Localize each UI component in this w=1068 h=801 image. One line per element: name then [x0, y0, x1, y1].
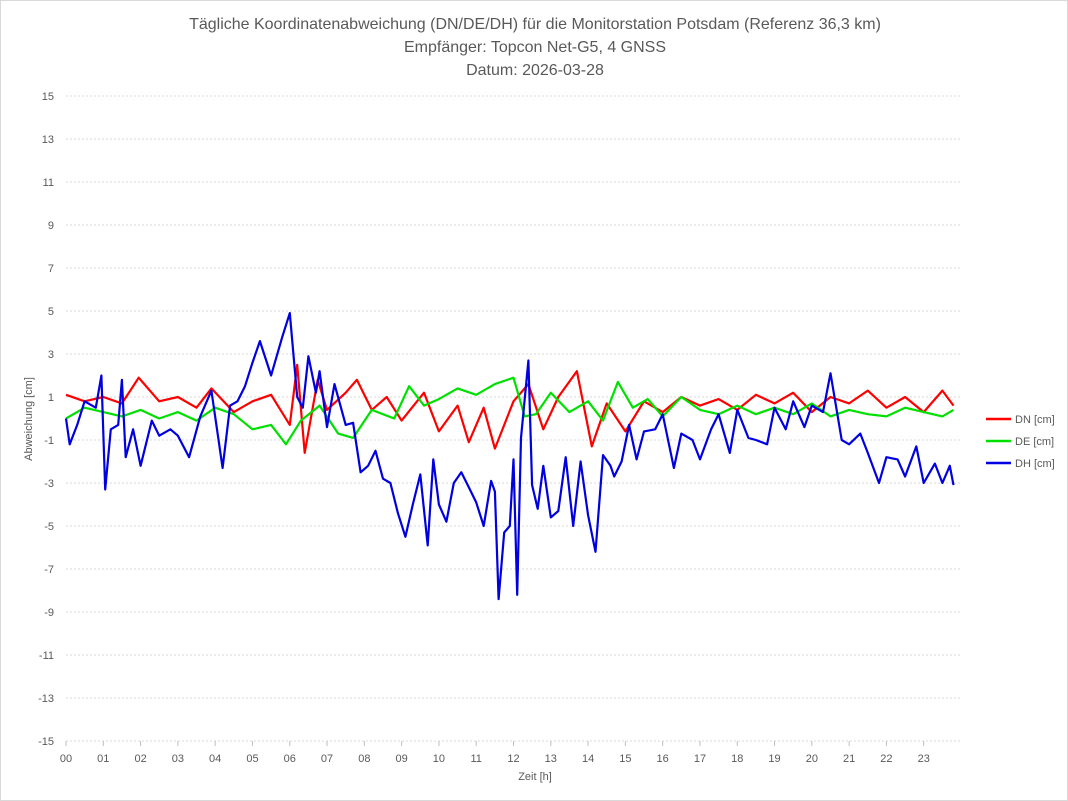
x-tick-label: 06 — [284, 753, 296, 765]
y-tick-label: -9 — [44, 607, 54, 619]
chart-title-line-1: Tägliche Koordinatenabweichung (DN/DE/DH… — [189, 16, 881, 33]
series-line-3 — [64, 312, 955, 601]
legend-label: DN [cm] — [1015, 414, 1055, 426]
x-tick-label: 05 — [246, 753, 258, 765]
y-tick-label: -7 — [44, 564, 54, 576]
legend: DN [cm] DE [cm] DH [cm] — [986, 414, 1055, 470]
x-tick-label: 22 — [880, 753, 892, 765]
y-tick-label: -13 — [38, 693, 54, 705]
legend-label: DE [cm] — [1015, 436, 1054, 448]
x-tick-label: 02 — [134, 753, 146, 765]
y-tick-label: -3 — [44, 478, 54, 490]
x-tick-label: 21 — [843, 753, 855, 765]
x-tick-label: 00 — [60, 753, 72, 765]
x-tick-label: 17 — [694, 753, 706, 765]
x-axis-ticks: 00 01 02 03 04 05 06 07 08 09 10 11 12 13 14 15 16 17 18 19… — [60, 741, 930, 765]
x-tick-label: 04 — [209, 753, 221, 765]
y-tick-label: -15 — [38, 736, 54, 748]
y-tick-label: -1 — [44, 435, 54, 447]
chart-title-line-3: Datum: 2026-03-28 — [466, 62, 604, 79]
x-tick-label: 23 — [918, 753, 930, 765]
x-tick-label: 20 — [806, 753, 818, 765]
y-axis-title: Abweichung [cm] — [23, 377, 35, 461]
y-tick-label: 11 — [43, 177, 54, 189]
x-tick-label: 07 — [321, 753, 333, 765]
x-tick-label: 18 — [731, 753, 743, 765]
x-tick-label: 12 — [507, 753, 519, 765]
x-tick-label: 15 — [619, 753, 631, 765]
x-tick-label: 03 — [172, 753, 184, 765]
x-tick-label: 01 — [97, 753, 109, 765]
chart-title-line-2: Empfänger: Topcon Net-G5, 4 GNSS — [404, 39, 666, 56]
y-tick-label: 1 — [48, 392, 54, 404]
series-lines — [64, 312, 955, 601]
y-tick-label: 3 — [48, 349, 54, 361]
y-axis-ticks: 15 13 11 9 7 5 3 1 -1 -3 -5 -7 -9 -11 -13 -15 — [38, 91, 54, 748]
y-tick-label: 5 — [48, 306, 54, 318]
y-tick-label: -5 — [44, 521, 54, 533]
y-tick-label: 13 — [42, 134, 54, 146]
y-tick-label: -11 — [39, 650, 54, 662]
x-tick-label: 10 — [433, 753, 445, 765]
x-tick-label: 08 — [358, 753, 370, 765]
x-axis-title: Zeit [h] — [518, 771, 552, 783]
x-tick-label: 14 — [582, 753, 594, 765]
x-tick-label: 16 — [657, 753, 669, 765]
x-tick-label: 19 — [768, 753, 780, 765]
y-tick-label: 9 — [48, 220, 54, 232]
x-tick-label: 13 — [545, 753, 557, 765]
legend-label: DH [cm] — [1015, 458, 1055, 470]
y-tick-label: 7 — [48, 263, 54, 275]
x-tick-label: 11 — [470, 753, 481, 765]
series-line-2 — [65, 376, 955, 446]
x-tick-label: 09 — [396, 753, 408, 765]
y-tick-label: 15 — [42, 91, 54, 103]
